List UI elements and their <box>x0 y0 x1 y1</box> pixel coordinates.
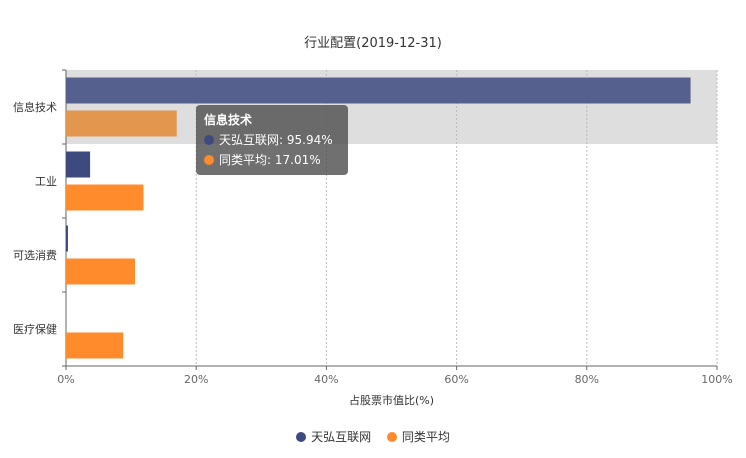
bar-series-2 <box>66 258 136 285</box>
tooltip-row-1-text: 天弘互联网: 95.94% <box>219 133 333 147</box>
legend-item-series-2[interactable]: 同类平均 <box>386 428 450 445</box>
legend-series-2-label: 同类平均 <box>401 430 450 444</box>
bar-series-1 <box>66 151 91 178</box>
bar-series-1 <box>66 225 68 252</box>
x-tick-label: 60% <box>444 373 468 386</box>
x-tick-label: 0% <box>57 373 74 386</box>
y-tick-label: 医疗保健 <box>13 322 57 336</box>
x-tick-label: 20% <box>184 373 208 386</box>
y-tick-label: 信息技术 <box>13 100 57 114</box>
tooltip-series-1-dot-icon <box>204 135 214 145</box>
tooltip-title: 信息技术 <box>204 113 253 127</box>
bar-series-1 <box>66 77 691 104</box>
bar-series-2 <box>66 332 124 359</box>
tooltip: 信息技术 天弘互联网: 95.94% 同类平均: 17.01% <box>196 105 348 175</box>
y-tick-label: 可选消费 <box>13 248 57 262</box>
tooltip-row-2-text: 同类平均: 17.01% <box>219 153 321 167</box>
tooltip-row-series-1: 天弘互联网: 95.94% <box>204 130 340 150</box>
legend-series-2-dot-icon <box>386 432 397 442</box>
x-tick-label: 100% <box>701 373 732 386</box>
legend: 天弘互联网 同类平均 <box>0 428 746 445</box>
bar-series-2 <box>66 110 177 137</box>
tooltip-row-series-2: 同类平均: 17.01% <box>204 150 340 170</box>
bar-series-2 <box>66 184 144 211</box>
x-axis-title: 占股票市值比(%) <box>349 393 434 407</box>
x-tick-label: 40% <box>314 373 338 386</box>
chart-title: 行业配置(2019-12-31) <box>304 36 442 51</box>
legend-item-series-1[interactable]: 天弘互联网 <box>296 428 371 445</box>
legend-series-1-dot-icon <box>296 432 307 442</box>
legend-series-1-label: 天弘互联网 <box>311 430 372 444</box>
x-tick-label: 80% <box>575 373 599 386</box>
y-tick-label: 工业 <box>35 175 57 188</box>
tooltip-series-2-dot-icon <box>204 155 214 165</box>
